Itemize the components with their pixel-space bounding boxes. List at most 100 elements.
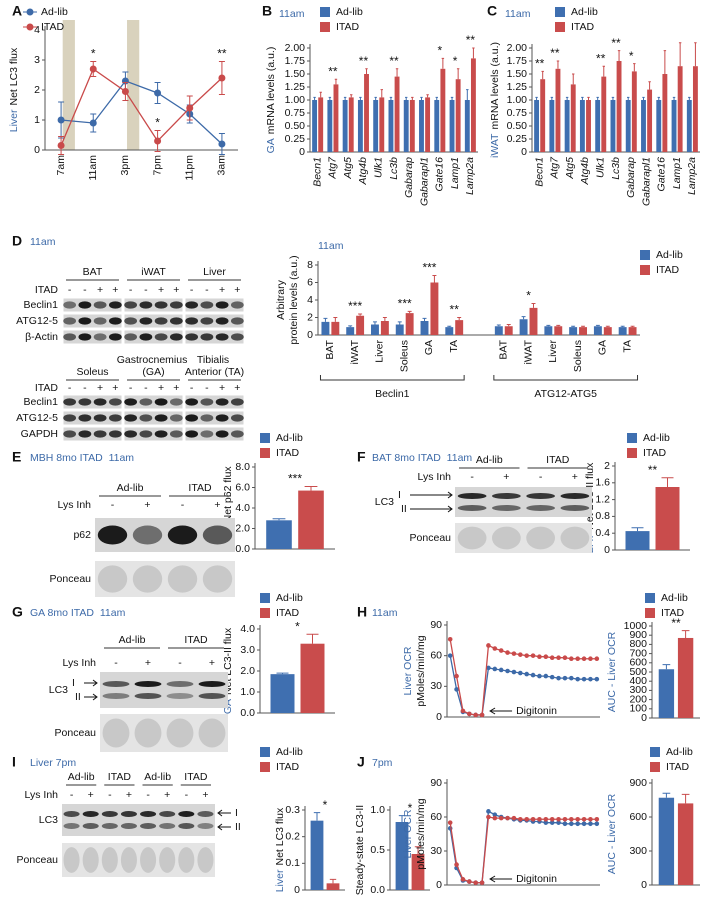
y-tick-label: 600 [629,657,647,669]
blot-band [102,681,130,687]
point [473,712,478,718]
x-tick-label: Lc3b [610,157,622,180]
blot-band [124,414,138,422]
blot-band [457,505,487,511]
point [511,651,517,656]
legend-label: ITAD [336,21,360,33]
lane-label: - [470,471,474,483]
y-axis-label-prefix: AUC - Liver OCR [606,793,618,874]
bar [610,100,616,152]
band-arrow [84,679,98,687]
legend-label: ITAD [643,447,667,459]
y-axis-label: protein levels (a.u.) [288,255,300,344]
point [549,816,555,822]
error-bar [432,275,437,283]
legend-label: ITAD [661,607,685,619]
panel-label: A [12,3,22,19]
blot-band [169,317,183,325]
error-bar [546,324,551,327]
bar [540,79,546,152]
point [505,650,510,655]
point [594,656,600,662]
significance-label: * [629,49,634,63]
x-tick-label: GA [423,340,435,355]
bar [395,822,409,890]
y-axis-label-prefix: Liver [8,109,20,132]
y-tick-label: 90 [430,619,442,631]
point [447,637,453,642]
blot-band [139,333,153,341]
bar [595,100,601,152]
panel-label: F [357,449,366,465]
legend-label: Ad-lib [336,6,363,18]
ponceau-stain [134,718,162,748]
bar [628,327,637,335]
point [575,656,580,662]
point [467,879,472,884]
lane-label: - [178,657,182,669]
y-tick-label: 1.75 [507,55,528,67]
bar [455,79,461,152]
y-tick-label: 900 [629,629,647,641]
significance-label: * [437,44,442,58]
significance-label: ** [550,46,560,60]
error-bar [648,81,651,90]
line [449,639,597,716]
blot-row-label: LC3 [39,814,58,826]
lane-label: - [205,382,209,394]
x-tick-label: 3pm [119,155,131,176]
error-bar [694,42,697,67]
error-bar [343,96,347,100]
blot-header: iWAT [141,266,166,278]
lane-label: - [185,789,189,801]
y-tick-label: 4 [307,294,313,306]
point [57,116,65,124]
blot-band [185,430,199,438]
point [556,675,561,681]
y-tick-label: 1000 [624,620,648,632]
blot-band [200,430,214,438]
blot-band [63,823,80,829]
y-tick-label: 0.8 [595,510,610,522]
point [556,655,561,661]
panel-label: J [357,754,365,770]
blot-row-label: Beclin1 [24,396,59,408]
error-bar [398,815,406,822]
error-bar [681,630,690,638]
blot-band [178,811,195,817]
point [524,816,529,822]
error-bar [323,317,328,322]
x-tick-label: Lc3b [388,157,400,180]
error-bar [602,65,606,77]
bar [658,669,675,718]
bar [388,100,394,152]
y-tick-label: 1.25 [507,81,528,93]
y-tick-label: 0 [641,879,647,891]
error-bar [395,68,399,77]
y-axis-label-text: mRNA levels (a.u.) [489,42,501,130]
blot-band [230,398,244,406]
significance-label: * [408,801,413,815]
bar [677,637,694,718]
y-axis-label-prefix: pMoles/min/mg [415,635,427,706]
blot-band [140,811,157,817]
y-tick-label: 500 [629,666,647,678]
bar [579,327,587,335]
bar [569,327,578,335]
point [549,820,555,825]
bar [425,97,431,152]
error-bar [426,94,429,98]
point [581,676,587,682]
error-bar [661,477,674,487]
y-tick-label: 0.5 [370,844,385,856]
y-axis-label-prefix: GA [265,138,277,153]
ponceau-stain [132,565,163,593]
bar [631,71,637,152]
bar [494,326,503,335]
blot-header: Ad-lib [68,771,95,783]
error-bar [397,321,402,325]
point [505,668,510,674]
blot-band [200,414,214,422]
bar [411,854,425,890]
